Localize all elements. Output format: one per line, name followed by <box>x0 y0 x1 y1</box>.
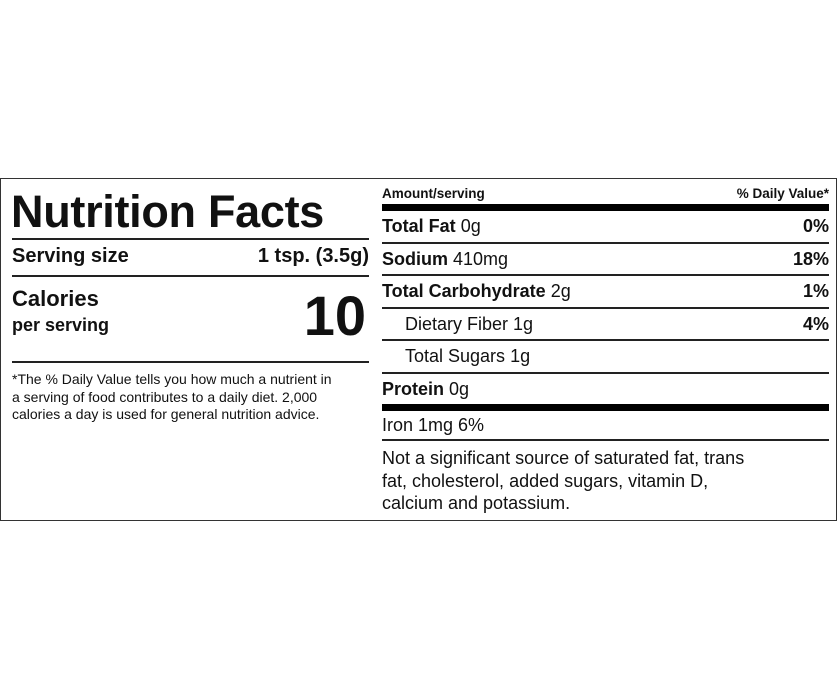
nutrient-dv: 18% <box>792 249 829 269</box>
amount-per-serving-header: Amount/serving <box>382 186 485 201</box>
nutrient-dv: 1% <box>802 281 829 301</box>
nutrient-amount: 0g <box>449 379 470 399</box>
thick-divider <box>382 404 829 411</box>
nutrient-name: Sodium <box>382 249 448 269</box>
nutrient-dv: 0% <box>802 216 829 236</box>
calories-per-serving: per serving <box>12 315 110 335</box>
footnote-line: *The % Daily Value tells you how much a … <box>12 371 332 387</box>
nutrient-row-dietary-fiber: Dietary Fiber 1g 4% <box>382 308 829 340</box>
serving-size-value: 1 tsp. (3.5g) <box>257 245 369 267</box>
title: Nutrition Facts <box>11 186 325 237</box>
divider <box>382 339 829 341</box>
nutrient-name: Protein <box>382 379 445 399</box>
divider <box>12 361 369 363</box>
divider <box>382 307 829 309</box>
nutrient-amount: 2g <box>550 281 571 301</box>
iron-text: Iron 1mg 6% <box>382 415 485 435</box>
footnote-line: calories a day is used for general nutri… <box>12 406 320 422</box>
footnote-line: a serving of food contributes to a daily… <box>12 388 318 405</box>
calories-value: 10 <box>303 284 366 347</box>
nutrient-amount: 410mg <box>453 249 509 269</box>
nutrient-row-sodium: Sodium 410mg 18% <box>382 243 829 275</box>
divider <box>382 372 829 374</box>
thick-divider <box>382 204 829 211</box>
note-line: Not a significant source of saturated fa… <box>382 448 745 468</box>
note-line: calcium and potassium. <box>382 493 571 513</box>
divider <box>12 275 369 277</box>
nutrient-amount: 1g <box>513 314 534 334</box>
serving-size-label: Serving size <box>12 245 129 267</box>
nutrient-name: Total Carbohydrate <box>382 281 546 301</box>
nutrient-name: Dietary Fiber <box>405 314 509 334</box>
daily-value-header: % Daily Value* <box>736 186 829 201</box>
nutrient-row-total-sugars: Total Sugars 1g <box>382 340 829 372</box>
divider <box>382 274 829 276</box>
nutrient-amount: 1g <box>510 346 531 366</box>
calories-label: Calories <box>12 286 99 311</box>
nutrition-label <box>0 178 837 521</box>
nutrient-dv: 4% <box>802 314 829 334</box>
nutrient-row-total-carbohydrate: Total Carbohydrate 2g 1% <box>382 275 829 307</box>
not-significant-note: Not a significant source of saturated fa… <box>382 447 744 515</box>
nutrient-name: Total Sugars <box>405 346 506 366</box>
divider <box>382 439 829 441</box>
nutrient-name: Total Fat <box>382 216 456 236</box>
daily-value-footnote: *The % Daily Value tells you how much a … <box>12 371 332 424</box>
divider <box>12 238 369 240</box>
nutrient-amount: 0g <box>460 216 481 236</box>
divider <box>382 242 829 244</box>
nutrient-row-total-fat: Total Fat 0g 0% <box>382 210 829 242</box>
iron-row: Iron 1mg 6% <box>382 409 829 441</box>
nutrient-row-protein: Protein 0g <box>382 373 829 405</box>
note-line: fat, cholesterol, added sugars, vitamin … <box>382 470 709 491</box>
